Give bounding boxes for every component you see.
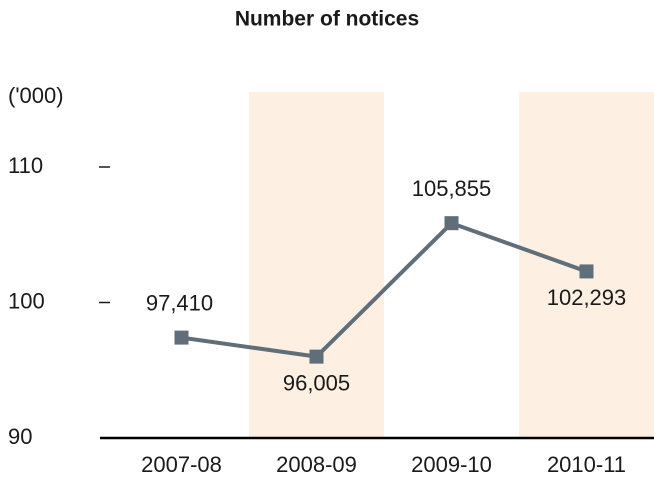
x-tick-label: 2010-11 <box>547 452 626 477</box>
y-tick-label: 90 <box>8 424 32 449</box>
data-label: 96,005 <box>283 370 350 395</box>
band-shade <box>249 92 384 438</box>
data-marker <box>444 216 459 231</box>
data-label: 102,293 <box>547 285 627 310</box>
y-tick-label: 100 <box>8 288 45 313</box>
data-label: 97,410 <box>146 290 213 315</box>
x-tick-label: 2008-09 <box>276 452 357 477</box>
y-tick-label: 110 <box>8 153 43 178</box>
chart-title: Number of notices <box>235 8 419 31</box>
data-marker <box>309 349 324 364</box>
y-unit-label: ('000) <box>8 83 64 108</box>
data-label: 105,855 <box>412 176 492 201</box>
x-tick-label: 2007-08 <box>141 452 222 477</box>
data-line <box>181 220 588 359</box>
x-tick-label: 2009-10 <box>411 452 492 477</box>
data-marker <box>174 330 189 345</box>
data-marker <box>579 264 594 279</box>
